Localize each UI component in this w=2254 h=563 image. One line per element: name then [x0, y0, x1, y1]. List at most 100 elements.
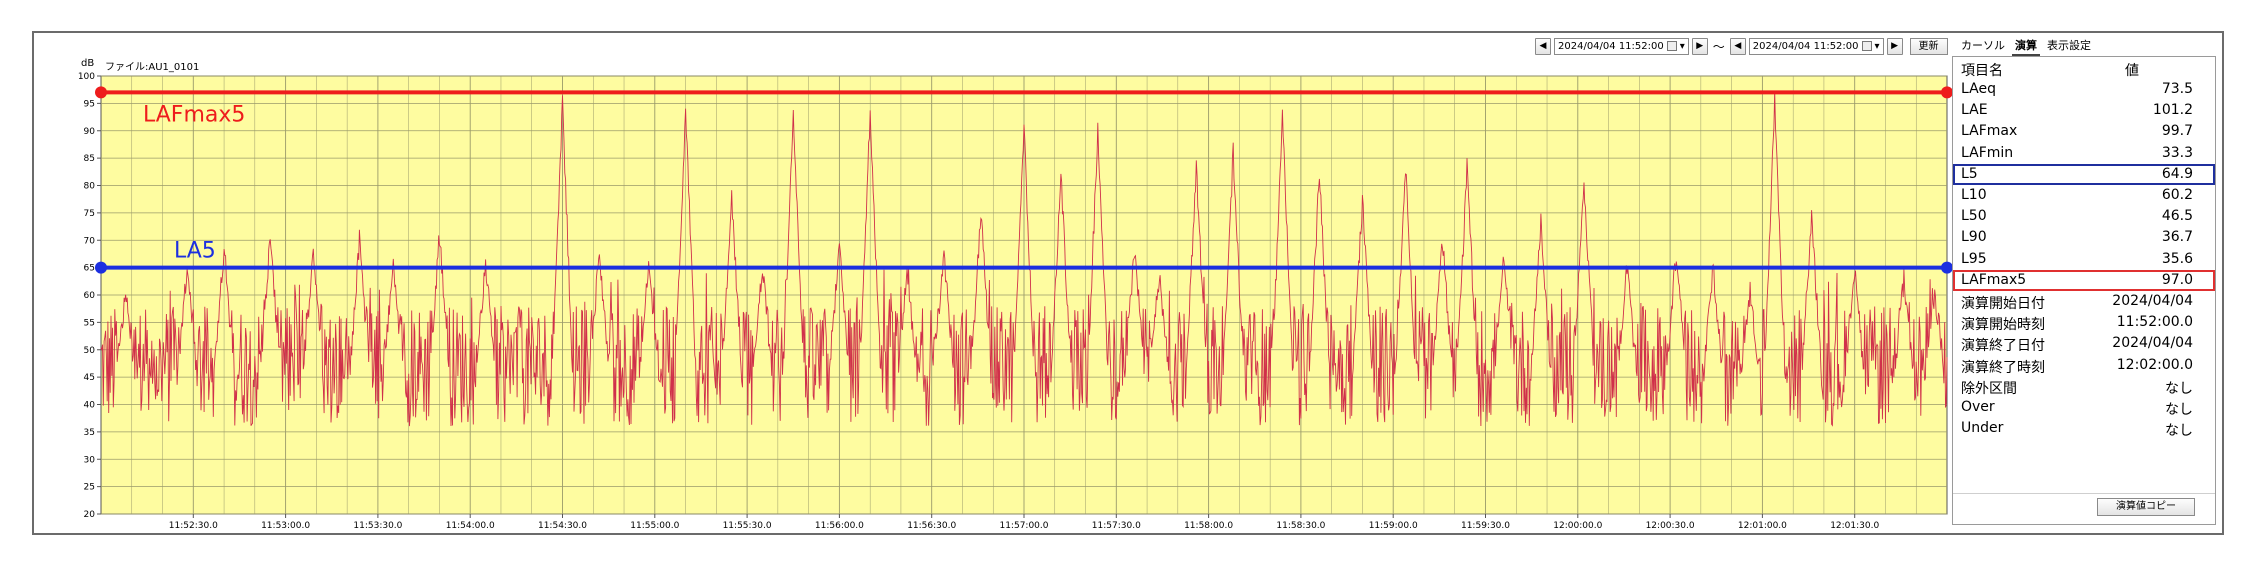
result-row[interactable]: LAE 101.2	[1953, 100, 2215, 121]
x-tick-label: 11:53:00.0	[261, 521, 310, 531]
result-row[interactable]: L5 64.9	[1953, 163, 2215, 185]
result-value: 60.2	[2161, 187, 2193, 203]
result-row[interactable]: L10 60.2	[1953, 185, 2215, 206]
y-tick-label: 30	[84, 455, 96, 465]
x-tick-label: 11:54:00.0	[446, 521, 495, 531]
time-range-toolbar: ◀ 2024/04/04 11:52:00 ▾ ▶ ～ ◀ 2024/04/04…	[1535, 36, 1948, 56]
result-name: L50	[1961, 208, 1987, 225]
result-row[interactable]: 演算終了日付 2024/04/04	[1953, 333, 2215, 354]
result-value: 36.7	[2161, 229, 2193, 246]
result-row[interactable]: LAFmax5 97.0	[1953, 269, 2215, 291]
tab-calculation[interactable]: 演算	[2012, 36, 2040, 56]
result-name: LAFmin	[1961, 144, 2014, 161]
column-header-name: 項目名	[1961, 63, 2003, 79]
start-next-button[interactable]: ▶	[1691, 37, 1708, 55]
result-name: 演算開始日付	[1961, 296, 2045, 312]
end-datetime-field[interactable]: 2024/04/04 11:52:00 ▾	[1748, 37, 1884, 55]
result-name: LAE	[1961, 102, 1988, 119]
result-row[interactable]: Over なし	[1953, 397, 2215, 418]
start-prev-button[interactable]: ◀	[1535, 37, 1551, 55]
result-row[interactable]: 演算開始時刻 11:52:00.0	[1953, 312, 2215, 333]
end-datetime-value: 2024/04/04 11:52:00	[1752, 40, 1859, 52]
calculation-panel: 項目名 値 LAeq 73.5 LAE 101.2 LAFmax 99.7 LAFmin 33…	[1952, 56, 2216, 525]
end-prev-button[interactable]: ◀	[1729, 37, 1746, 55]
result-row[interactable]: Under なし	[1953, 418, 2215, 439]
y-tick-label: 65	[84, 264, 95, 274]
result-value: 73.5	[2161, 81, 2193, 97]
result-row[interactable]: LAFmin 33.3	[1953, 143, 2215, 164]
result-row[interactable]: LAFmax 99.7	[1953, 121, 2215, 142]
y-tick-label: 20	[84, 510, 96, 520]
result-value: なし	[2165, 402, 2193, 418]
result-value: 33.3	[2161, 144, 2193, 161]
y-tick-label: 75	[84, 209, 95, 219]
level-trace	[100, 90, 1948, 427]
chevron-down-icon[interactable]: ▾	[1874, 40, 1880, 52]
x-tick-label: 12:00:00.0	[1553, 521, 1602, 531]
result-row[interactable]: 演算開始日付 2024/04/04	[1953, 291, 2215, 312]
y-tick-label: 100	[78, 72, 95, 82]
start-datetime-field[interactable]: 2024/04/04 11:52:00 ▾	[1554, 37, 1689, 55]
result-value: 101.2	[2152, 102, 2193, 119]
y-tick-label: 55	[84, 318, 95, 328]
start-datetime-value: 2024/04/04 11:52:00	[1558, 40, 1664, 52]
result-row[interactable]: L95 35.6	[1953, 249, 2215, 270]
result-value: 97.0	[2161, 271, 2193, 288]
result-name: Over	[1961, 399, 1995, 415]
result-row[interactable]: LAeq 73.5	[1953, 79, 2215, 100]
result-row[interactable]: L90 36.7	[1953, 227, 2215, 248]
reference-marker-end	[1941, 86, 1953, 99]
result-value: 12:02:00.0	[2116, 356, 2193, 373]
y-tick-label: 60	[84, 291, 96, 301]
result-name: 演算終了時刻	[1961, 359, 2045, 376]
result-value: なし	[2165, 380, 2193, 397]
x-tick-label: 11:57:00.0	[999, 521, 1048, 531]
x-tick-label: 11:55:00.0	[630, 521, 679, 531]
calendar-icon[interactable]	[1666, 41, 1677, 51]
x-tick-label: 11:59:30.0	[1461, 521, 1510, 531]
result-value: 35.6	[2161, 250, 2193, 267]
result-value: 2024/04/04	[2112, 335, 2193, 352]
x-tick-label: 12:00:30.0	[1646, 521, 1695, 531]
panel-tabs: カーソル 演算 表示設定	[1958, 36, 2094, 56]
result-value: なし	[2165, 423, 2193, 440]
file-label: ファイル:AU1_0101	[105, 62, 200, 73]
result-name: LAFmax	[1961, 123, 2018, 140]
y-tick-label: 95	[84, 99, 95, 109]
x-tick-label: 11:56:30.0	[907, 521, 956, 531]
result-name: 除外区間	[1961, 380, 2017, 397]
y-tick-label: 80	[84, 182, 96, 192]
end-next-button[interactable]: ▶	[1886, 37, 1903, 55]
reference-marker-start	[95, 261, 107, 274]
x-tick-label: 11:57:30.0	[1092, 521, 1141, 531]
reference-label-la5: LA5	[174, 239, 216, 264]
unit-label: dB	[81, 58, 95, 69]
tab-cursor[interactable]: カーソル	[1961, 39, 2005, 52]
panel-header: 項目名 値	[1953, 57, 2215, 79]
range-separator: ～	[1712, 39, 1725, 54]
result-value: 64.9	[2161, 165, 2193, 182]
x-tick-label: 12:01:00.0	[1738, 521, 1787, 531]
result-row[interactable]: 除外区間 なし	[1953, 376, 2215, 397]
copy-values-button[interactable]: 演算値コピー	[2097, 498, 2195, 516]
update-button[interactable]: 更新	[1909, 37, 1948, 55]
result-row[interactable]: L50 46.5	[1953, 206, 2215, 227]
result-name: L95	[1961, 250, 1987, 267]
chevron-down-icon[interactable]: ▾	[1679, 40, 1685, 52]
calendar-icon[interactable]	[1861, 41, 1872, 51]
tab-display-settings[interactable]: 表示設定	[2047, 39, 2091, 52]
x-tick-label: 11:53:30.0	[353, 521, 402, 531]
result-name: LAeq	[1961, 81, 1996, 97]
y-tick-label: 70	[84, 236, 96, 246]
result-name: L10	[1961, 187, 1987, 203]
result-name: L90	[1961, 229, 1987, 246]
y-tick-label: 45	[84, 373, 95, 383]
reference-marker-end	[1941, 261, 1953, 274]
result-name: LAFmax5	[1961, 271, 2027, 288]
x-tick-label: 11:55:30.0	[723, 521, 772, 531]
x-tick-label: 11:56:00.0	[815, 521, 864, 531]
result-name: L5	[1961, 165, 1978, 182]
result-row[interactable]: 演算終了時刻 12:02:00.0	[1953, 355, 2215, 376]
result-name: Under	[1961, 420, 2004, 437]
